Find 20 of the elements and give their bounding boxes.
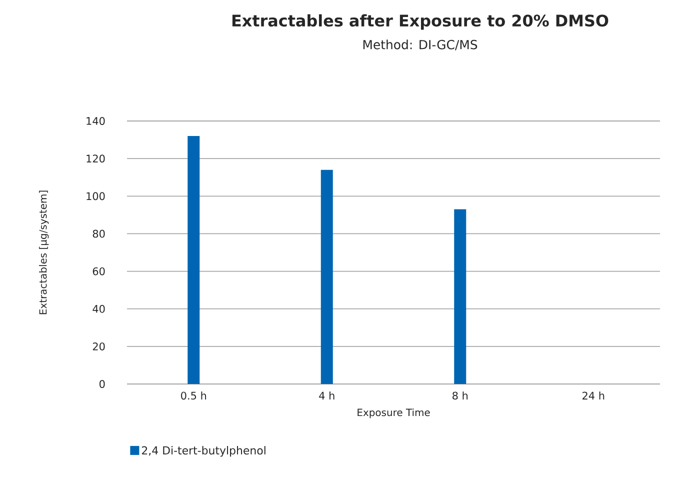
x-tick-label: 8 h [452,392,468,400]
y-tick-label: 80 [92,230,105,238]
y-tick-label: 100 [86,192,105,200]
chart-subtitle: Method: DI-GC/MS [363,40,478,50]
bar [454,209,466,384]
bar [320,170,333,384]
y-tick-label: 40 [92,304,105,313]
bar [188,136,200,384]
chart-title: Extractables after Exposure to 20% DMSO [232,14,608,30]
x-tick-label: 4 h [319,392,334,400]
x-axis-title: Exposure Time [358,408,430,418]
x-tick-label: 0.5 h [181,392,206,400]
x-tick-label: 24 h [582,392,604,400]
y-tick-label: 20 [92,342,105,350]
y-tick-label: 0 [100,380,105,388]
y-tick-label: 120 [86,154,105,163]
y-tick-label: 140 [86,117,105,125]
y-tick-label: 60 [92,267,105,276]
legend-label: 2,4 Di-tert-butylphenol [142,446,266,457]
y-axis-title: Extractables [µg/system] [39,190,49,314]
